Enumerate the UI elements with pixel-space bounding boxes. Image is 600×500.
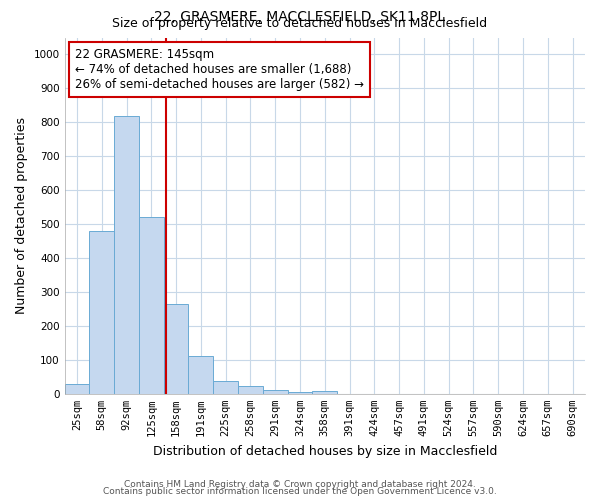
Bar [114,116,139,394]
Text: 22 GRASMERE: 145sqm
← 74% of detached houses are smaller (1,688)
26% of semi-det: 22 GRASMERE: 145sqm ← 74% of detached ho… [75,48,364,91]
Y-axis label: Number of detached properties: Number of detached properties [15,117,28,314]
Bar [65,384,89,394]
Bar [313,391,337,394]
X-axis label: Distribution of detached houses by size in Macclesfield: Distribution of detached houses by size … [152,444,497,458]
Text: Contains HM Land Registry data © Crown copyright and database right 2024.: Contains HM Land Registry data © Crown c… [124,480,476,489]
Bar [188,356,213,394]
Bar [287,392,313,394]
Bar [238,386,263,394]
Bar [139,218,164,394]
Text: Size of property relative to detached houses in Macclesfield: Size of property relative to detached ho… [112,18,488,30]
Bar [263,390,287,394]
Text: 22, GRASMERE, MACCLESFIELD, SK11 8PL: 22, GRASMERE, MACCLESFIELD, SK11 8PL [154,10,446,24]
Text: Contains public sector information licensed under the Open Government Licence v3: Contains public sector information licen… [103,487,497,496]
Bar [164,304,188,394]
Bar [213,381,238,394]
Bar [89,231,114,394]
